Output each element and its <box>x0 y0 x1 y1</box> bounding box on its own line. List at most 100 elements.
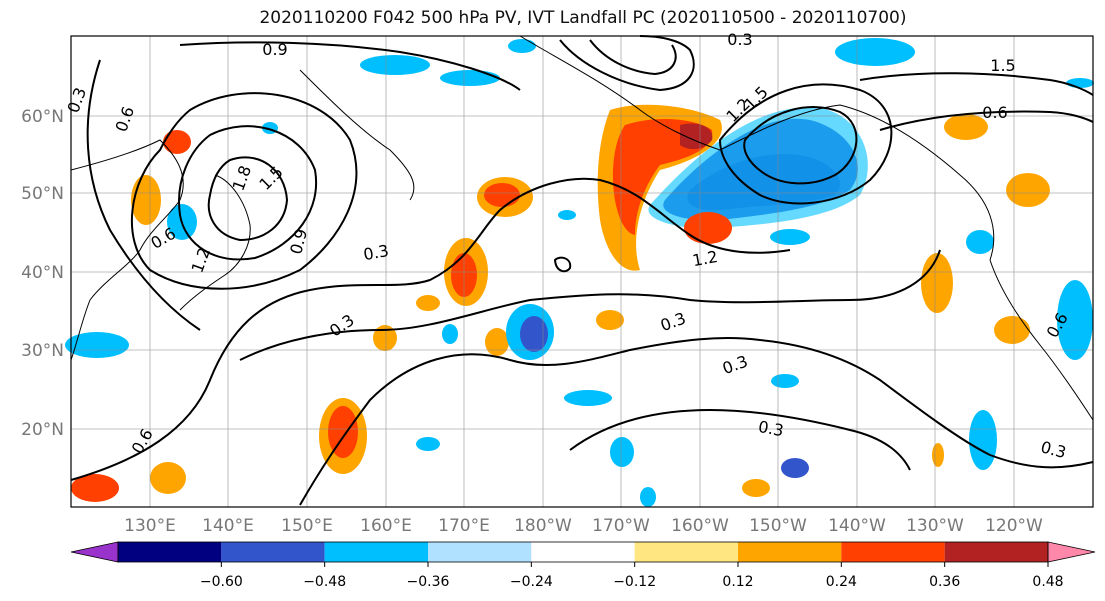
positive-blob <box>373 325 397 351</box>
longitude-label: 170°W <box>592 516 650 536</box>
colorbar-ticks: −0.60 −0.48 −0.36 −0.24 −0.12 0.12 0.24 0.36 0.4… <box>200 562 1064 590</box>
longitude-label: 180°W <box>514 516 572 536</box>
colorbar-segment <box>428 542 532 562</box>
colorbar-under-arrow <box>70 541 119 563</box>
latitude-labels: 60°N 50°N 40°N 30°N 20°N <box>21 107 64 440</box>
longitude-labels: 130°E 140°E 150°E 160°E 170°E 180°W 170°W 160°W… <box>124 516 1043 536</box>
negative-blob <box>416 437 440 451</box>
contour-line <box>70 177 791 481</box>
positive-blob <box>921 253 953 313</box>
colorbar-tick-label: 0.48 <box>1032 574 1063 590</box>
colorbar-tick-label: −0.12 <box>613 574 656 590</box>
positive-blob <box>596 310 624 330</box>
negative-blob <box>564 390 612 406</box>
longitude-label: 140°E <box>202 516 254 536</box>
negative-blob <box>360 55 430 75</box>
positive-blob <box>150 462 186 494</box>
contour-label: 0.9 <box>262 40 287 59</box>
positive-blob <box>71 474 119 502</box>
colorbar-tick-label: −0.24 <box>510 574 553 590</box>
longitude-label: 130°W <box>906 516 964 536</box>
contour-label: 0.3 <box>362 241 390 264</box>
japan-coastline <box>179 174 251 311</box>
negative-blob <box>640 487 656 507</box>
latitude-label: 30°N <box>21 341 64 361</box>
colorbar-tick-label: −0.60 <box>200 574 243 590</box>
contour-label: 0.3 <box>727 30 752 49</box>
positive-blob <box>684 212 732 244</box>
positive-blob <box>163 130 191 154</box>
contour-line <box>239 249 941 361</box>
contour-line <box>859 72 1094 96</box>
longitude-label: 150°W <box>749 516 807 536</box>
longitude-label: 170°E <box>438 516 490 536</box>
longitude-label: 130°E <box>124 516 176 536</box>
kamchatka-coastline <box>299 69 415 201</box>
positive-blob-inner <box>328 406 358 458</box>
positive-blob <box>994 316 1030 344</box>
positive-blob <box>485 328 509 356</box>
positive-plume-core <box>680 123 713 150</box>
positive-blob <box>742 479 770 497</box>
colorbar-over-arrow <box>1047 541 1096 563</box>
pv-shading <box>65 38 1094 507</box>
negative-blob <box>65 332 129 358</box>
map-title: 2020110200 F042 500 hPa PV, IVT Landfall… <box>259 8 907 28</box>
colorbar-tick-label: 0.12 <box>722 574 753 590</box>
colorbar-tick-label: 0.36 <box>929 574 960 590</box>
colorbar-tick-label: −0.36 <box>407 574 450 590</box>
colorbar-segment <box>531 542 635 562</box>
colorbar-segment <box>634 542 738 562</box>
longitude-label: 150°E <box>281 516 333 536</box>
contour-line <box>553 256 572 273</box>
contour-line <box>299 337 1094 506</box>
positive-blob <box>1006 173 1050 207</box>
asia-coastline <box>70 139 184 361</box>
latitude-label: 60°N <box>21 107 64 127</box>
alaska-coastline <box>519 35 995 261</box>
colorbar-segment <box>324 542 428 562</box>
contour-line <box>718 83 893 205</box>
negative-blob <box>610 437 634 467</box>
colorbar-segment <box>944 542 1048 562</box>
contour-line <box>179 41 521 91</box>
colorbar-segment <box>221 542 325 562</box>
colorbar-segment <box>118 542 222 562</box>
negative-blob <box>770 229 810 245</box>
north-america-coastline <box>989 259 1094 421</box>
contour-label: 0.6 <box>982 103 1007 122</box>
longitude-label: 120°W <box>985 516 1043 536</box>
negative-blob <box>781 458 809 478</box>
positive-blob <box>944 114 988 140</box>
colorbar-segments <box>70 541 1096 563</box>
negative-blob <box>442 324 458 344</box>
latitude-label: 40°N <box>21 263 64 283</box>
contour-line <box>569 408 911 471</box>
contour-line <box>178 125 318 261</box>
negative-blob <box>558 210 576 220</box>
contour-line <box>207 156 289 242</box>
latitude-label: 20°N <box>21 420 64 440</box>
contour-line <box>86 59 201 331</box>
contour-line <box>879 110 1094 131</box>
contour-label: 1.2 <box>691 247 719 270</box>
colorbar-segment <box>738 542 842 562</box>
coastlines <box>70 35 1094 421</box>
colorbar-tick-label: −0.48 <box>303 574 346 590</box>
map-frame <box>70 35 1094 508</box>
contour-line <box>559 35 695 92</box>
negative-blob <box>966 230 994 254</box>
negative-blob <box>508 39 536 53</box>
gridlines <box>71 36 1093 507</box>
longitude-label: 160°W <box>671 516 729 536</box>
contour-label: 0.3 <box>757 417 785 440</box>
negative-blob <box>835 38 915 66</box>
colorbar-segment <box>841 542 945 562</box>
positive-blob <box>416 295 440 311</box>
contour-line <box>743 106 858 185</box>
contour-line <box>130 92 358 290</box>
longitude-label: 140°W <box>828 516 886 536</box>
colorbar-outline <box>117 541 1049 563</box>
